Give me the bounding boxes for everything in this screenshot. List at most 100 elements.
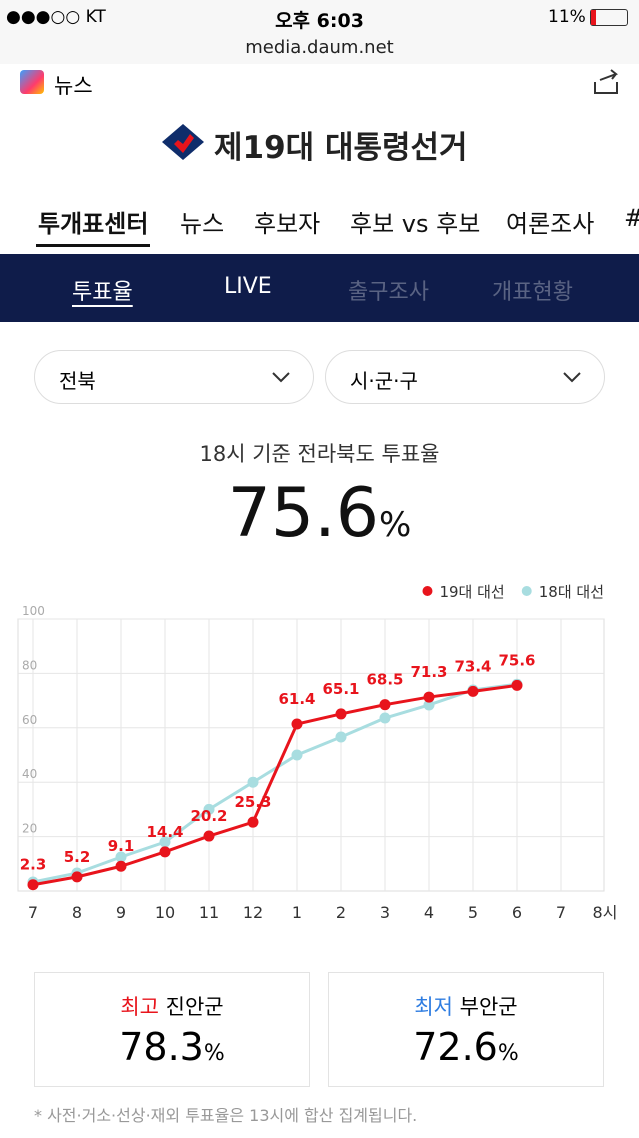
- election-logo: [162, 124, 204, 160]
- banner-title: 제19대 대통령선거: [214, 130, 468, 166]
- point: [423, 699, 435, 711]
- tab-underline: [36, 244, 150, 247]
- data-label: 65.1: [322, 680, 359, 698]
- card-place: 진안군: [165, 995, 224, 1019]
- point: [71, 871, 83, 883]
- data-label: 20.2: [190, 807, 227, 825]
- card-value: 78.3: [119, 1025, 204, 1069]
- point: [423, 691, 435, 703]
- point: [335, 731, 347, 743]
- x-tick-label: 3: [380, 903, 390, 922]
- point: [203, 803, 215, 815]
- data-label: 61.4: [278, 690, 315, 708]
- data-label: 75.6: [498, 651, 535, 669]
- y-tick-label: 60: [22, 713, 37, 727]
- point: [159, 836, 171, 848]
- data-label: 9.1: [108, 837, 135, 855]
- x-tick-label: 1: [292, 903, 302, 922]
- clock: 오후 6:03: [275, 10, 364, 32]
- point: [379, 699, 391, 711]
- x-tick-label: 4: [424, 903, 434, 922]
- daum-logo[interactable]: [20, 70, 44, 94]
- point: [335, 708, 347, 720]
- x-tick-label: 6: [512, 903, 522, 922]
- tab[interactable]: 후보자: [254, 210, 321, 238]
- card-unit: %: [203, 1041, 225, 1066]
- point: [247, 776, 259, 788]
- x-tick-label: 8시: [593, 903, 618, 922]
- x-tick-label: 8: [72, 903, 82, 922]
- unit: %: [379, 505, 412, 545]
- y-tick-label: 40: [22, 767, 37, 781]
- legend-dot: [521, 586, 532, 596]
- y-tick-label: 100: [22, 604, 45, 618]
- headline-value: 75.6%: [0, 474, 639, 553]
- card-value: 72.6: [413, 1025, 498, 1069]
- point: [115, 860, 127, 872]
- subtab[interactable]: 투표율: [72, 280, 133, 305]
- point: [511, 679, 523, 691]
- point: [159, 846, 171, 858]
- card-unit: %: [497, 1041, 519, 1066]
- share-icon[interactable]: [592, 68, 620, 96]
- data-label: 5.2: [64, 848, 91, 866]
- x-tick-label: 11: [199, 903, 219, 922]
- data-label: 2.3: [20, 856, 47, 874]
- card-label: 최고: [120, 995, 159, 1019]
- select-label: 전북: [59, 369, 96, 393]
- y-tick-label: 80: [22, 658, 37, 672]
- y-tick-label: 20: [22, 822, 37, 836]
- select[interactable]: 전북: [34, 350, 314, 404]
- x-tick-label: 9: [116, 903, 126, 922]
- point: [27, 879, 39, 891]
- tab[interactable]: #: [624, 204, 639, 232]
- value: 75.6: [227, 474, 380, 553]
- legend-dot: [422, 586, 433, 596]
- select-label: 시·군·구: [350, 369, 418, 393]
- data-label: 25.3: [234, 793, 271, 811]
- data-label: 68.5: [366, 671, 403, 689]
- card: 최고 진안군 78.3%: [34, 972, 310, 1087]
- chevron: [563, 372, 581, 383]
- point: [467, 685, 479, 697]
- x-tick-label: 5: [468, 903, 478, 922]
- tab[interactable]: 뉴스: [180, 210, 225, 238]
- headline-caption: 18시 기준 전라북도 투표율: [199, 442, 440, 466]
- tab[interactable]: 투개표센터: [38, 210, 149, 238]
- subtab[interactable]: LIVE: [224, 274, 272, 299]
- x-tick-label: 10: [155, 903, 175, 922]
- card: 최저 부안군 72.6%: [328, 972, 604, 1087]
- select[interactable]: 시·군·구: [325, 350, 605, 404]
- chevron: [272, 372, 290, 383]
- card-label: 최저: [414, 995, 453, 1019]
- series-line: [32, 683, 518, 887]
- data-label: 71.3: [410, 663, 447, 681]
- point: [247, 816, 259, 828]
- tab[interactable]: 후보 vs 후보: [350, 210, 481, 238]
- series-line: [32, 682, 518, 884]
- x-tick-label: 12: [243, 903, 263, 922]
- legend-label: 19대 대선: [439, 583, 504, 601]
- point: [291, 718, 303, 730]
- carrier: ●●●○○ KT: [6, 7, 106, 27]
- subtab[interactable]: 출구조사: [348, 280, 429, 305]
- subtab[interactable]: 개표현황: [492, 280, 573, 305]
- point: [203, 830, 215, 842]
- x-tick-label: 7: [556, 903, 566, 922]
- card-place: 부안군: [459, 995, 518, 1019]
- footnote: * 사전·거소·선상·재외 투표율은 13시에 합산 집계됩니다.: [34, 1106, 418, 1125]
- tab[interactable]: 여론조사: [506, 210, 595, 238]
- url[interactable]: media.daum.net: [245, 37, 394, 58]
- point: [115, 851, 127, 863]
- battery: 11%: [548, 7, 586, 27]
- legend-label: 18대 대선: [539, 583, 604, 601]
- app-name[interactable]: 뉴스: [54, 74, 93, 98]
- point: [379, 712, 391, 724]
- subnav: [0, 254, 639, 322]
- browser-bar: [0, 0, 639, 64]
- point: [291, 749, 303, 761]
- data-label: 73.4: [454, 657, 491, 675]
- data-label: 14.4: [146, 823, 183, 841]
